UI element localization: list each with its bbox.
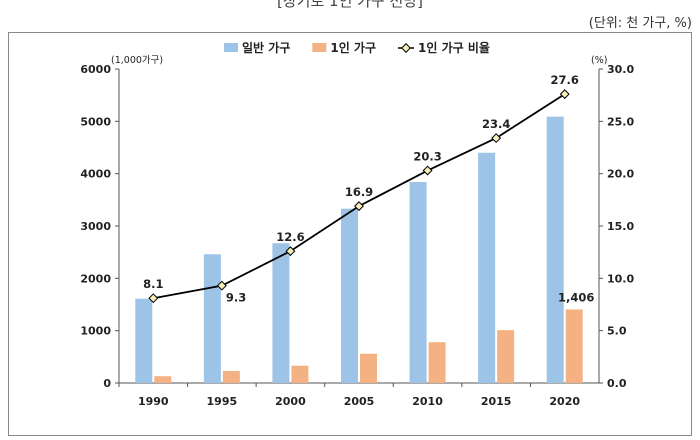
- left-tick-label: 3000: [80, 220, 111, 233]
- bar-single-household: [222, 370, 240, 383]
- bar-general-household: [546, 116, 564, 383]
- legend-swatch-marker: [401, 43, 411, 53]
- ratio-data-label: 20.3: [413, 150, 441, 164]
- right-tick-label: 15.0: [607, 220, 634, 233]
- left-tick-label: 1000: [80, 325, 111, 338]
- bar-single-household: [154, 376, 172, 383]
- x-tick-label: 2010: [412, 395, 443, 408]
- right-tick-label: 10.0: [607, 272, 634, 285]
- bar-general-household: [409, 182, 427, 383]
- x-tick-label: 1995: [207, 395, 238, 408]
- ratio-point-marker: [422, 165, 433, 176]
- ratio-point-marker: [285, 246, 296, 257]
- ratio-data-label: 9.3: [226, 291, 246, 305]
- right-axis-unit: (%): [591, 55, 607, 66]
- ratio-point-marker: [354, 201, 364, 212]
- right-tick-label: 5.0: [607, 325, 627, 338]
- x-tick-label: 2000: [275, 395, 306, 408]
- legend-swatch-single: [312, 43, 327, 52]
- right-tick-label: 0.0: [607, 377, 627, 390]
- right-tick-label: 30.0: [607, 63, 634, 76]
- legend-label: 1인 가구 비율: [418, 40, 490, 55]
- bar-single-household: [565, 309, 583, 383]
- right-tick-label: 25.0: [607, 115, 634, 128]
- bar-general-household: [203, 254, 221, 383]
- left-axis-unit: (1,000가구): [111, 55, 163, 66]
- unit-note: (단위: 천 가구, %): [588, 16, 692, 31]
- x-tick-label: 1990: [138, 395, 169, 408]
- bar-single-household: [428, 342, 446, 383]
- left-tick-label: 4000: [80, 168, 111, 181]
- ratio-data-label: 27.6: [551, 73, 579, 87]
- chart-canvas: 0 1000 2000 3000 4000 5000 6000 0.0 5.0 10.0 15.0 2…: [80, 40, 634, 408]
- clipped-chart-title: [장기로 1인 가구 전망]: [277, 0, 423, 10]
- right-tick-label: 20.0: [607, 168, 634, 181]
- x-tick-label: 2020: [549, 395, 580, 408]
- left-tick-label: 0: [103, 377, 111, 390]
- bar-single-household: [360, 353, 377, 383]
- legend-label: 1인 가구: [330, 40, 376, 55]
- legend-label: 일반 가구: [242, 40, 290, 55]
- x-tick-label: 2005: [344, 395, 375, 408]
- bar-data-label: 1,406: [558, 290, 594, 304]
- ratio-data-label: 23.4: [482, 117, 510, 131]
- left-tick-label: 5000: [80, 115, 111, 128]
- ratio-point-marker: [559, 89, 570, 100]
- left-tick-label: 2000: [80, 272, 111, 285]
- ratio-data-label: 12.6: [276, 230, 304, 244]
- ratio-point-marker: [148, 293, 159, 304]
- ratio-data-label: 16.9: [345, 185, 373, 199]
- bar-single-household: [497, 330, 515, 383]
- left-tick-label: 6000: [80, 63, 111, 76]
- ratio-point-marker: [216, 280, 227, 291]
- ratio-data-label: 8.1: [143, 277, 163, 291]
- legend-swatch-general: [224, 43, 238, 52]
- bar-general-household: [341, 208, 358, 383]
- ratio-point-marker: [491, 133, 502, 144]
- bar-general-household: [478, 152, 496, 383]
- x-tick-label: 2015: [481, 395, 512, 408]
- bar-general-household: [135, 298, 153, 383]
- bar-single-household: [291, 365, 309, 383]
- bar-general-household: [272, 243, 290, 383]
- chart-frame: 0 1000 2000 3000 4000 5000 6000 0.0 5.0 10.0 15.0 2…: [8, 32, 692, 436]
